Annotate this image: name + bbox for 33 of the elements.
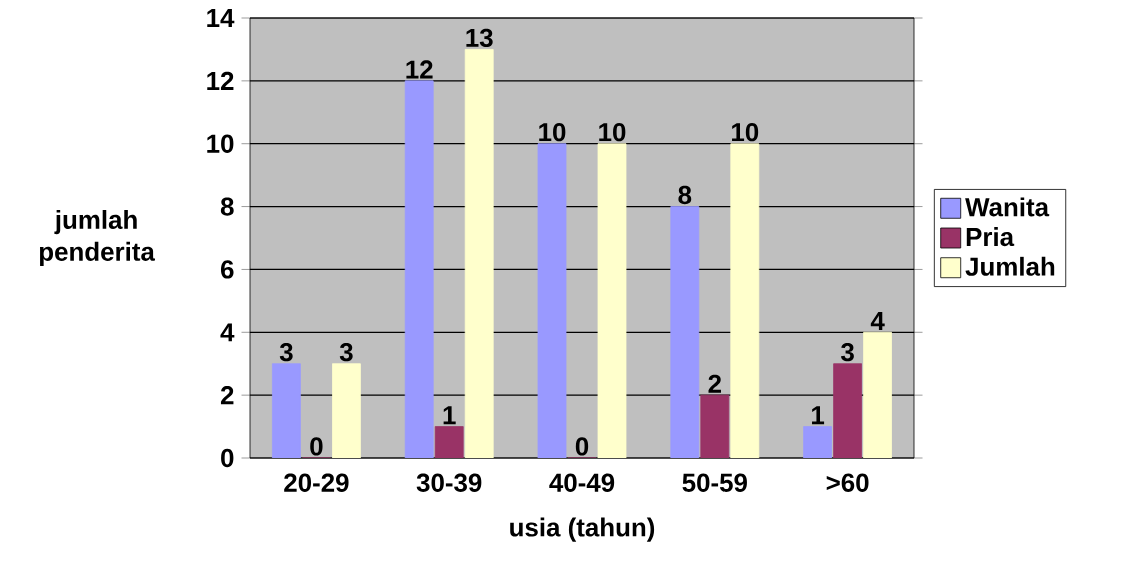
- data-label: 0: [310, 437, 323, 456]
- data-label: 3: [841, 342, 854, 362]
- data-label: 1: [443, 406, 456, 425]
- x-tick-label: 20-29: [284, 473, 349, 492]
- data-label: 2: [708, 374, 721, 393]
- y-tick-label: 14: [207, 9, 235, 27]
- y-tick-label: 2: [220, 386, 234, 405]
- data-label: 3: [339, 342, 353, 362]
- data-label: 10: [599, 122, 626, 142]
- data-label: 1: [812, 406, 825, 425]
- data-label: 13: [466, 28, 493, 48]
- y-axis-title: jumlah penderita: [39, 209, 156, 267]
- x-tick-label: 40-49: [549, 473, 615, 492]
- y-tick-label: 10: [207, 134, 234, 153]
- y-tick-label: 0: [221, 448, 234, 468]
- x-axis-title: usia (tahun): [510, 517, 655, 542]
- y-tick-label: 6: [220, 260, 234, 279]
- x-tick-label: 30-39: [416, 473, 482, 492]
- x-tick-label: 50-59: [682, 473, 747, 492]
- y-tick-label: 12: [207, 71, 234, 90]
- legend-label: Wanita: [965, 197, 1050, 217]
- y-tick-label: 4: [220, 323, 235, 342]
- data-label: 0: [575, 437, 589, 456]
- data-label: 4: [870, 312, 885, 330]
- data-label: 3: [279, 342, 293, 362]
- y-tick-label: 8: [220, 197, 234, 216]
- legend-label: Pria: [966, 227, 1015, 247]
- data-label: 8: [678, 185, 692, 205]
- data-label: 12: [406, 60, 433, 79]
- legend-label: Jumlah: [965, 256, 1055, 276]
- x-tick-label: >60: [826, 473, 869, 492]
- data-label: 10: [732, 122, 759, 142]
- data-label: 10: [539, 122, 566, 142]
